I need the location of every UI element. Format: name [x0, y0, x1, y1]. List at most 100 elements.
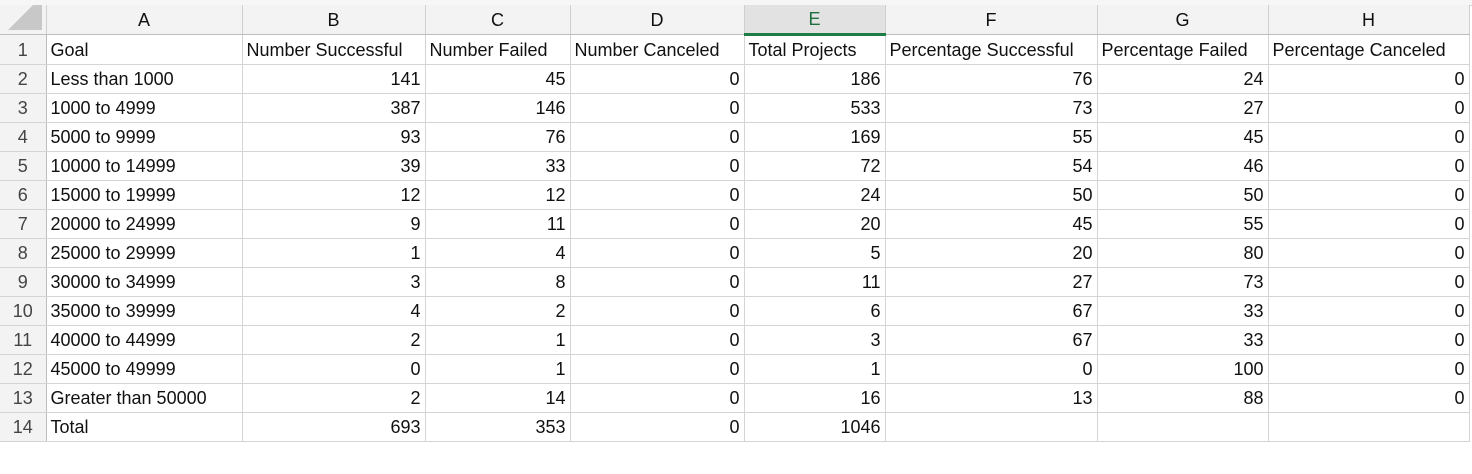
cell-f12[interactable]: 0 [885, 354, 1098, 384]
column-header-c[interactable]: C [425, 5, 571, 35]
cell-e14[interactable]: 1046 [744, 412, 886, 442]
cell-g14[interactable] [1097, 412, 1269, 442]
cell-b8[interactable]: 1 [242, 238, 426, 268]
cell-f6[interactable]: 50 [885, 180, 1098, 210]
cell-h7[interactable]: 0 [1268, 209, 1470, 239]
cell-a10[interactable]: 35000 to 39999 [46, 296, 243, 326]
cell-b2[interactable]: 141 [242, 64, 426, 94]
cell-a4[interactable]: 5000 to 9999 [46, 122, 243, 152]
row-header[interactable]: 14 [0, 412, 47, 442]
cell-a9[interactable]: 30000 to 34999 [46, 267, 243, 297]
cell-e8[interactable]: 5 [744, 238, 886, 268]
row-header[interactable]: 1 [0, 34, 47, 65]
cell-a5[interactable]: 10000 to 14999 [46, 151, 243, 181]
cell-h4[interactable]: 0 [1268, 122, 1470, 152]
cell-e7[interactable]: 20 [744, 209, 886, 239]
cell-b6[interactable]: 12 [242, 180, 426, 210]
cell-f8[interactable]: 20 [885, 238, 1098, 268]
row-header[interactable]: 10 [0, 296, 47, 326]
cell-d1[interactable]: Number Canceled [570, 34, 745, 65]
cell-e10[interactable]: 6 [744, 296, 886, 326]
cell-f7[interactable]: 45 [885, 209, 1098, 239]
cell-h1[interactable]: Percentage Canceled [1268, 34, 1470, 65]
cell-f4[interactable]: 55 [885, 122, 1098, 152]
cell-a14[interactable]: Total [46, 412, 243, 442]
cell-b13[interactable]: 2 [242, 383, 426, 413]
row-header[interactable]: 11 [0, 325, 47, 355]
cell-f3[interactable]: 73 [885, 93, 1098, 123]
cell-c6[interactable]: 12 [425, 180, 571, 210]
cell-f13[interactable]: 13 [885, 383, 1098, 413]
column-header-a[interactable]: A [46, 5, 243, 35]
cell-f1[interactable]: Percentage Successful [885, 34, 1098, 65]
cell-c8[interactable]: 4 [425, 238, 571, 268]
cell-c10[interactable]: 2 [425, 296, 571, 326]
row-header[interactable]: 13 [0, 383, 47, 413]
column-header-d[interactable]: D [570, 5, 745, 35]
cell-h6[interactable]: 0 [1268, 180, 1470, 210]
cell-e3[interactable]: 533 [744, 93, 886, 123]
cell-c13[interactable]: 14 [425, 383, 571, 413]
cell-d12[interactable]: 0 [570, 354, 745, 384]
cell-g8[interactable]: 80 [1097, 238, 1269, 268]
cell-a12[interactable]: 45000 to 49999 [46, 354, 243, 384]
cell-h5[interactable]: 0 [1268, 151, 1470, 181]
cell-f2[interactable]: 76 [885, 64, 1098, 94]
cell-a8[interactable]: 25000 to 29999 [46, 238, 243, 268]
row-header[interactable]: 6 [0, 180, 47, 210]
column-header-b[interactable]: B [242, 5, 426, 35]
cell-e9[interactable]: 11 [744, 267, 886, 297]
cell-e2[interactable]: 186 [744, 64, 886, 94]
cell-b12[interactable]: 0 [242, 354, 426, 384]
cell-d5[interactable]: 0 [570, 151, 745, 181]
cell-b11[interactable]: 2 [242, 325, 426, 355]
column-header-e[interactable]: E [744, 5, 886, 36]
cell-b14[interactable]: 693 [242, 412, 426, 442]
cell-h8[interactable]: 0 [1268, 238, 1470, 268]
cell-g13[interactable]: 88 [1097, 383, 1269, 413]
cell-b4[interactable]: 93 [242, 122, 426, 152]
row-header[interactable]: 7 [0, 209, 47, 239]
cell-f11[interactable]: 67 [885, 325, 1098, 355]
cell-g5[interactable]: 46 [1097, 151, 1269, 181]
cell-h3[interactable]: 0 [1268, 93, 1470, 123]
cell-g1[interactable]: Percentage Failed [1097, 34, 1269, 65]
column-header-h[interactable]: H [1268, 5, 1470, 35]
cell-g6[interactable]: 50 [1097, 180, 1269, 210]
cell-c4[interactable]: 76 [425, 122, 571, 152]
row-header[interactable]: 12 [0, 354, 47, 384]
select-all-button[interactable] [0, 5, 47, 35]
cell-d7[interactable]: 0 [570, 209, 745, 239]
cell-c9[interactable]: 8 [425, 267, 571, 297]
cell-e11[interactable]: 3 [744, 325, 886, 355]
cell-c11[interactable]: 1 [425, 325, 571, 355]
cell-c12[interactable]: 1 [425, 354, 571, 384]
cell-c1[interactable]: Number Failed [425, 34, 571, 65]
cell-h12[interactable]: 0 [1268, 354, 1470, 384]
cell-a1[interactable]: Goal [46, 34, 243, 65]
cell-c2[interactable]: 45 [425, 64, 571, 94]
column-header-g[interactable]: G [1097, 5, 1269, 35]
cell-f14[interactable] [885, 412, 1098, 442]
cell-d8[interactable]: 0 [570, 238, 745, 268]
cell-g12[interactable]: 100 [1097, 354, 1269, 384]
cell-h14[interactable] [1268, 412, 1470, 442]
cell-e13[interactable]: 16 [744, 383, 886, 413]
cell-b5[interactable]: 39 [242, 151, 426, 181]
cell-h13[interactable]: 0 [1268, 383, 1470, 413]
cell-f10[interactable]: 67 [885, 296, 1098, 326]
cell-e12[interactable]: 1 [744, 354, 886, 384]
cell-g7[interactable]: 55 [1097, 209, 1269, 239]
cell-c5[interactable]: 33 [425, 151, 571, 181]
cell-d9[interactable]: 0 [570, 267, 745, 297]
cell-d6[interactable]: 0 [570, 180, 745, 210]
cell-h11[interactable]: 0 [1268, 325, 1470, 355]
row-header[interactable]: 8 [0, 238, 47, 268]
cell-d14[interactable]: 0 [570, 412, 745, 442]
cell-d2[interactable]: 0 [570, 64, 745, 94]
cell-a2[interactable]: Less than 1000 [46, 64, 243, 94]
cell-b3[interactable]: 387 [242, 93, 426, 123]
cell-h9[interactable]: 0 [1268, 267, 1470, 297]
cell-e5[interactable]: 72 [744, 151, 886, 181]
cell-a11[interactable]: 40000 to 44999 [46, 325, 243, 355]
